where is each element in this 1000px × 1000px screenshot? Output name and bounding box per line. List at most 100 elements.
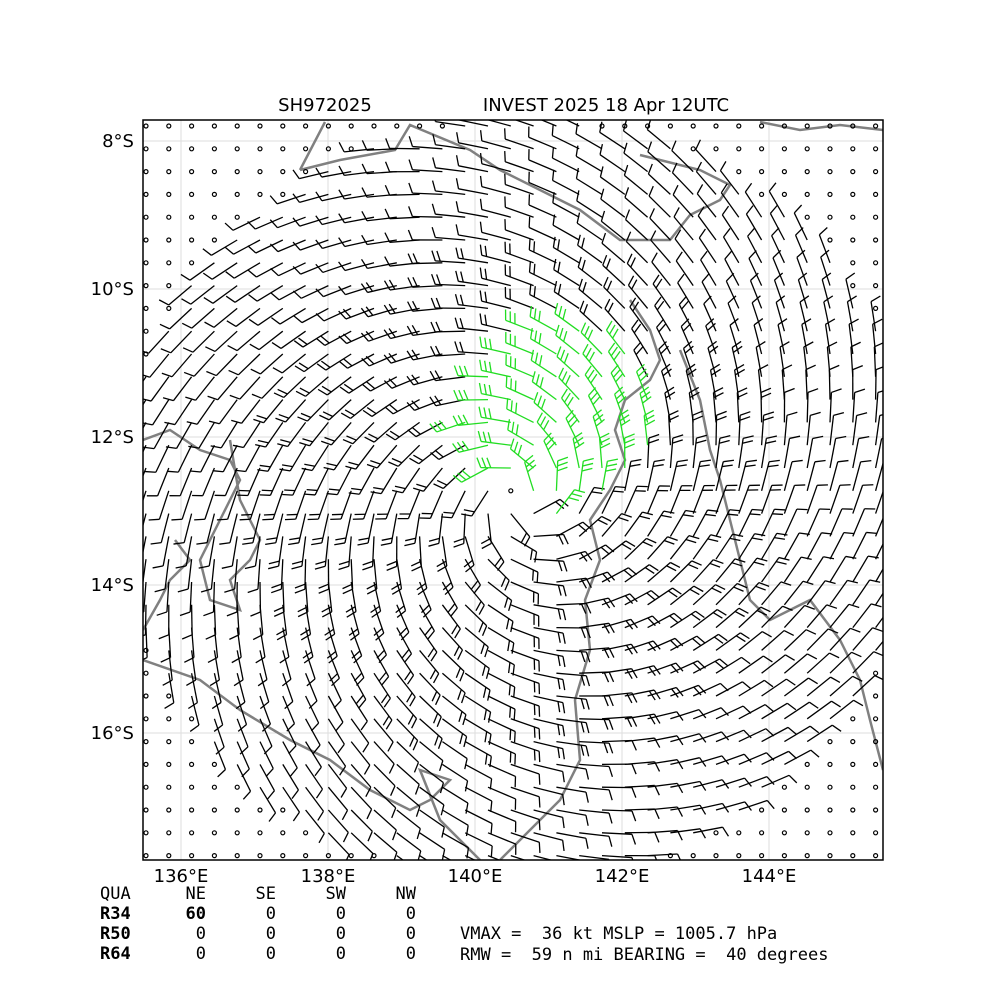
barb-tick <box>769 459 780 463</box>
barb-tick <box>413 487 424 492</box>
calm-dot <box>234 169 240 175</box>
barb-tick <box>856 412 868 417</box>
barb-tick <box>431 250 436 262</box>
barb-tick <box>763 411 775 416</box>
barb-tick <box>626 669 633 680</box>
barb-tick <box>320 360 331 368</box>
barb-tick <box>700 459 712 463</box>
barb-tick <box>476 457 482 468</box>
barb-tick <box>360 332 369 342</box>
barb-tick <box>431 227 436 238</box>
barb-staff <box>412 169 443 173</box>
barb-tick <box>603 719 609 730</box>
barb-staff <box>761 508 775 537</box>
barb-tick <box>335 537 347 541</box>
barb-tick <box>304 493 316 496</box>
barb-staff <box>794 234 808 264</box>
barb-staff <box>715 777 745 788</box>
barb-tick <box>538 310 541 322</box>
info-line: RMW = 59 n mi BEARING = 40 degrees <box>460 945 828 965</box>
barb-staff <box>236 718 249 748</box>
barb-staff <box>233 239 261 255</box>
barb-staff <box>799 301 808 332</box>
barb-tick <box>388 352 397 363</box>
barb-tick <box>188 445 200 449</box>
barb-staff <box>419 855 428 860</box>
barb-staff <box>771 235 785 264</box>
calm-dot <box>166 237 172 243</box>
barb-tick <box>603 276 609 288</box>
barb-staff <box>775 302 786 332</box>
barb-tick <box>692 410 703 416</box>
barb-staff <box>624 784 655 788</box>
barb-tick <box>530 349 535 361</box>
calm-dot <box>872 761 879 768</box>
barb-tick <box>331 677 340 687</box>
calm-dot <box>850 716 856 722</box>
barb-staff <box>692 658 720 674</box>
barb-tick <box>703 295 712 305</box>
barb-staff <box>829 461 839 491</box>
barb-staff <box>624 537 647 560</box>
calm-dot <box>143 852 149 859</box>
barb-tick <box>361 383 371 392</box>
barb-tick <box>528 216 531 228</box>
barb-tick <box>427 647 435 658</box>
barb-staff <box>304 604 312 635</box>
barb-tick <box>774 508 786 511</box>
barb-tick <box>464 780 469 792</box>
barb-staff <box>870 301 877 332</box>
barb-staff <box>464 832 493 847</box>
barb-tick <box>562 794 565 806</box>
barb-tick <box>353 655 363 664</box>
map-title: INVEST 2025 18 Apr 12UTC <box>483 95 729 116</box>
calm-dot <box>189 830 195 836</box>
barb-tick <box>422 609 432 618</box>
barb-tick <box>509 438 515 450</box>
barb-staff <box>373 809 397 831</box>
barb-tick <box>602 573 611 583</box>
barb-tick <box>268 812 277 822</box>
barb-staff <box>670 804 701 811</box>
barb-staff <box>783 438 791 469</box>
barb-staff <box>222 444 238 473</box>
barb-staff <box>761 726 789 743</box>
lon-tick-label: 144°E <box>742 866 797 887</box>
barb-tick <box>707 340 717 349</box>
barb-staff <box>852 675 876 697</box>
barb-tick <box>658 341 668 350</box>
calm-dot <box>189 761 195 768</box>
barb-staff <box>344 148 375 153</box>
barb-staff <box>829 508 843 537</box>
barb-staff <box>300 285 329 299</box>
barb-tick <box>658 323 667 333</box>
barb-tick <box>159 323 170 330</box>
barb-tick <box>453 389 459 401</box>
barb-tick <box>618 409 629 417</box>
barb-staff <box>829 532 845 560</box>
barb-staff <box>259 695 272 725</box>
barb-staff <box>373 741 395 765</box>
barb-tick <box>226 320 237 327</box>
barb-staff <box>168 673 175 703</box>
barb-tick <box>487 711 492 723</box>
barb-tick <box>608 324 616 335</box>
barb-tick <box>217 769 226 778</box>
barb-tick <box>404 542 416 547</box>
barb-tick <box>363 764 371 775</box>
barb-staff <box>299 170 329 180</box>
barb-tick <box>821 272 832 280</box>
calm-dot <box>781 784 788 790</box>
barb-staff <box>552 202 580 218</box>
barb-tick <box>643 409 654 416</box>
barb-tick <box>769 204 778 214</box>
calm-dot <box>257 830 263 836</box>
barb-staff <box>419 786 445 806</box>
barb-tick <box>443 511 455 514</box>
barb-tick <box>687 563 699 570</box>
barb-tick <box>341 810 349 821</box>
barb-tick <box>663 510 675 514</box>
barb-tick <box>338 335 348 344</box>
barb-tick <box>289 537 301 541</box>
barb-tick <box>339 765 347 776</box>
